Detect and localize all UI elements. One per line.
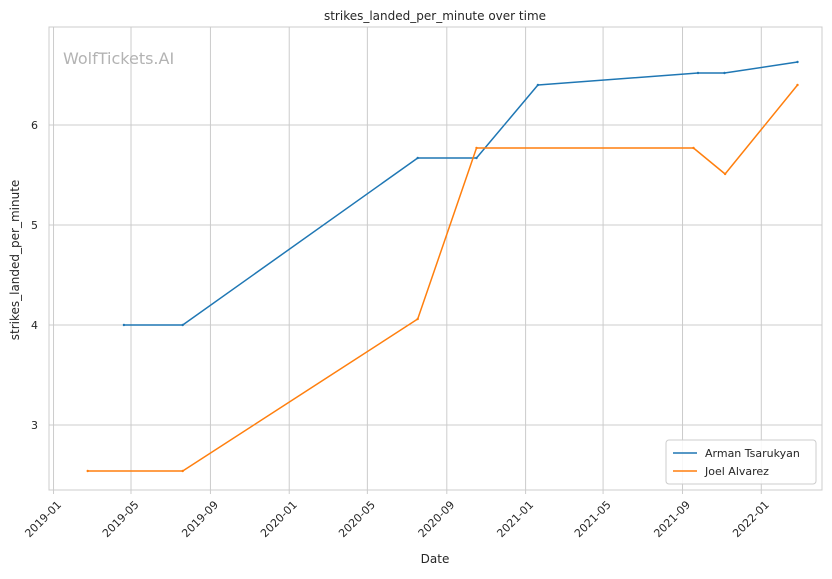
legend-box (665, 439, 817, 485)
data-point (416, 156, 419, 160)
legend-label-joel: Joel Alvarez (704, 465, 769, 478)
data-point (796, 60, 799, 64)
x-tick-labels: 2019-01 2019-05 2019-09 2020-01 2020-05 2020-… (22, 490, 772, 540)
plot-frame (48, 26, 823, 491)
x-tick-label: 2021-01 (494, 498, 536, 540)
data-point (475, 156, 478, 160)
x-tick-label: 2020-01 (258, 498, 300, 540)
y-tick-label: 6 (31, 119, 38, 132)
data-point (723, 71, 726, 75)
legend-label-arman: Arman Tsarukyan (705, 447, 800, 460)
grid (49, 27, 822, 490)
x-tick-label: 2020-09 (416, 498, 458, 540)
x-tick-label: 2019-05 (100, 498, 142, 540)
watermark: WolfTickets.AI (63, 49, 174, 68)
data-point (475, 146, 478, 150)
series-line-arman-tsarukyan (123, 61, 798, 326)
x-tick-label: 2021-09 (651, 498, 693, 540)
data-point (536, 83, 540, 87)
data-point (692, 146, 695, 150)
data-point (416, 317, 419, 321)
x-tick-label: 2019-09 (179, 498, 221, 540)
data-point (86, 469, 89, 473)
x-axis-label: Date (421, 552, 450, 566)
data-point (181, 469, 184, 473)
data-point (723, 172, 727, 176)
series-line-joel-alvarez (87, 84, 799, 472)
data-point (181, 323, 184, 327)
series-layer (86, 60, 799, 473)
chart-title: strikes_landed_per_minute over time (324, 9, 546, 23)
data-point (122, 323, 126, 327)
y-tick-label: 4 (31, 319, 38, 332)
y-tick-label: 3 (31, 419, 38, 432)
x-tick-label: 2020-05 (336, 498, 378, 540)
y-axis-label: strikes_landed_per_minute (8, 180, 22, 341)
data-point (696, 71, 700, 75)
legend: Arman Tsarukyan Joel Alvarez (665, 439, 817, 485)
x-tick-label: 2021-05 (572, 498, 614, 540)
y-tick-labels: 3 4 5 6 (31, 119, 38, 432)
data-point (796, 83, 799, 87)
y-tick-label: 5 (31, 219, 38, 232)
x-tick-label: 2019-01 (22, 498, 64, 540)
x-tick-label: 2022-01 (730, 498, 772, 540)
